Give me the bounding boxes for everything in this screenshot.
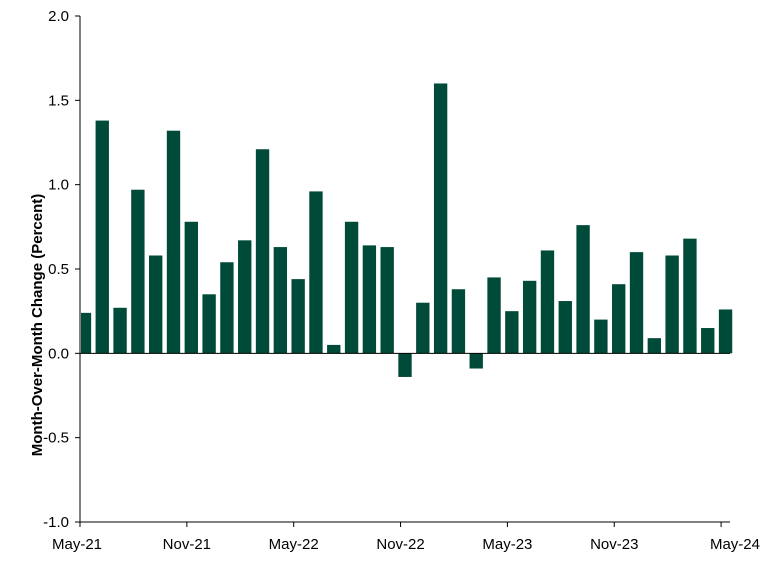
bar-Jul-22 [327,344,341,354]
y-tick-label: 2.0 [48,8,69,25]
bar-Apr-22 [273,247,288,354]
bar-May-21 [81,312,92,354]
bar-Dec-23 [629,252,644,354]
y-tick-label: 1.0 [48,177,69,194]
bar-Jun-23 [522,280,537,354]
bar-Jan-24 [647,338,661,354]
x-tick-label: Nov-23 [590,536,638,553]
x-tick-label: May-23 [482,536,532,553]
bar-Aug-22 [344,221,359,354]
bar-Jan-22 [220,262,234,354]
y-tick-label: 0.5 [48,261,69,278]
bar-Nov-21 [184,221,198,354]
y-axis-label: Month-Over-Month Change (Percent) [29,194,46,457]
bar-Jun-21 [95,120,109,354]
x-ticks-group: May-21 Nov-21 May-22 Nov-22 May-23 Nov-23 May-… [52,522,760,553]
x-tick-label: Nov-21 [163,536,211,553]
bar-Sep-21 [149,255,163,354]
x-tick-label: May-21 [52,536,102,553]
bar-Oct-21 [166,130,181,354]
bar-Feb-23 [451,289,466,354]
bar-May-24 [718,309,733,354]
bar-Aug-23 [558,301,572,354]
x-tick-label: May-22 [269,536,319,553]
bar-Apr-24 [701,328,715,354]
bar-May-23 [505,311,519,354]
bar-Sep-22 [362,245,377,354]
y-tick-label: 1.5 [48,92,69,109]
y-tick-label: -1.0 [43,514,69,531]
bar-Sep-23 [576,225,590,354]
bar-May-22 [291,279,305,354]
bar-Feb-24 [665,255,679,354]
bar-Mar-23 [469,353,483,369]
y-tick-label: 0.0 [48,345,69,362]
bar-Dec-22 [416,302,430,354]
bar-Dec-21 [202,294,216,354]
bar-Nov-23 [612,284,626,354]
bar-Aug-21 [131,189,145,354]
bar-Jun-22 [309,191,323,354]
bar-Mar-22 [255,149,270,354]
bar-Oct-22 [380,247,394,354]
bar-Jul-23 [540,250,555,354]
x-tick-label: Nov-22 [376,536,424,553]
bar-Oct-23 [594,319,608,354]
bar-Nov-22 [398,353,412,377]
x-tick-label: May-24 [710,536,760,553]
bar-Apr-23 [487,277,501,354]
bar-Feb-22 [238,240,252,354]
bar-Jan-23 [433,83,448,354]
bar-Mar-24 [683,238,697,354]
bar-Jul-21 [113,307,127,354]
bars-group [81,83,733,377]
y-ticks-group: 2.0 1.5 1.0 0.5 0.0 -0.5 -1.0 [43,8,80,531]
y-tick-label: -0.5 [43,430,69,447]
